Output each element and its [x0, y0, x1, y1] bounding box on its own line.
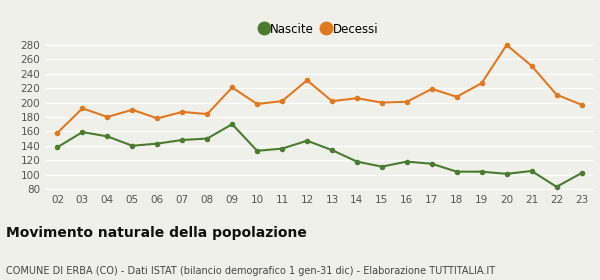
Text: COMUNE DI ERBA (CO) - Dati ISTAT (bilancio demografico 1 gen-31 dic) - Elaborazi: COMUNE DI ERBA (CO) - Dati ISTAT (bilanc…	[6, 266, 495, 276]
Text: Movimento naturale della popolazione: Movimento naturale della popolazione	[6, 226, 307, 240]
Legend: Nascite, Decessi: Nascite, Decessi	[256, 18, 383, 40]
